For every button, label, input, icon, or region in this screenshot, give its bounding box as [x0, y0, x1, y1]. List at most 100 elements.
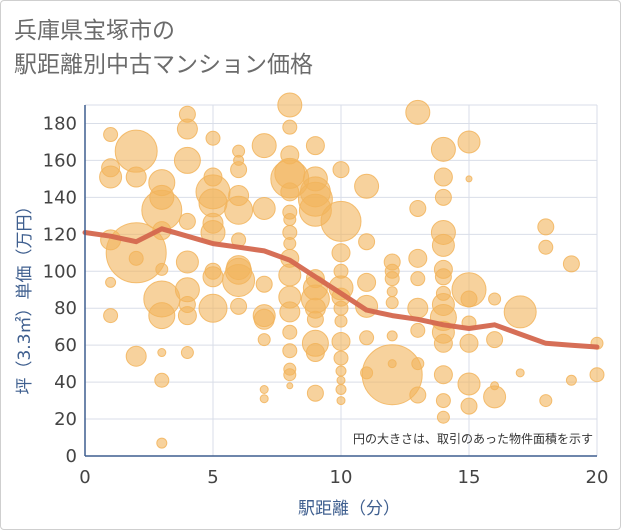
data-bubble — [336, 396, 346, 406]
data-bubble — [410, 271, 426, 287]
data-bubble — [149, 184, 175, 210]
data-bubble — [333, 300, 349, 316]
data-bubble — [433, 333, 453, 353]
data-bubble — [233, 154, 245, 166]
trend-line — [82, 226, 600, 350]
data-bubble — [155, 262, 169, 276]
y-tick-label: 40 — [54, 372, 77, 393]
data-bubble — [280, 145, 300, 165]
data-bubble — [259, 394, 269, 404]
x-tick-label: 0 — [79, 467, 90, 488]
data-bubble — [589, 367, 605, 383]
data-bubble — [331, 331, 351, 351]
y-axis-label: 坪（3.3㎡）単価（万円） — [15, 197, 35, 394]
data-bubble — [302, 166, 328, 192]
data-bubble — [459, 333, 479, 353]
data-bubble — [257, 333, 271, 347]
data-bubble — [283, 237, 297, 251]
data-bubble — [433, 365, 453, 385]
data-bubble — [490, 381, 500, 391]
data-bubble — [457, 372, 481, 396]
data-bubble — [332, 161, 350, 179]
data-bubble — [488, 292, 502, 306]
data-bubble — [198, 293, 228, 323]
data-bubble — [565, 374, 577, 386]
y-tick-label: 80 — [54, 298, 77, 319]
data-bubble — [286, 382, 294, 390]
data-bubble — [283, 213, 297, 227]
trend-line-layer — [82, 226, 600, 350]
data-bubble — [435, 393, 451, 409]
data-bubble — [335, 365, 347, 377]
data-bubble — [306, 310, 324, 328]
data-bubble — [255, 275, 273, 293]
data-bubble — [105, 276, 117, 288]
data-bubble — [305, 136, 325, 156]
data-bubble — [148, 302, 176, 330]
data-bubble — [386, 330, 398, 342]
x-tick-label: 15 — [458, 467, 481, 488]
data-bubble — [431, 233, 455, 257]
data-bubble — [335, 383, 347, 395]
data-bubble — [230, 297, 248, 315]
data-bubble — [409, 199, 427, 217]
x-tick-label: 20 — [586, 467, 609, 488]
data-bubble — [562, 255, 580, 273]
data-bubble — [457, 130, 481, 154]
data-bubble — [515, 368, 525, 378]
data-bubble — [409, 386, 427, 404]
axes — [84, 105, 597, 457]
data-bubble — [156, 437, 168, 449]
data-bubble — [101, 158, 121, 178]
data-bubble — [305, 343, 325, 363]
data-bubble — [283, 368, 297, 382]
y-tick-label: 100 — [43, 261, 77, 282]
data-bubble — [434, 188, 452, 206]
y-tick-label: 180 — [43, 113, 77, 134]
y-tick-label: 60 — [54, 335, 77, 356]
chart-title-line-2: 駅距離別中古マンション価格 — [14, 52, 313, 78]
data-bubble — [252, 196, 276, 220]
data-bubble — [157, 348, 167, 358]
data-bubble — [228, 185, 250, 207]
data-bubble — [279, 301, 301, 323]
data-bubble — [384, 271, 400, 287]
data-bubble — [460, 290, 478, 308]
data-bubble — [410, 322, 426, 338]
data-bubble — [178, 296, 196, 314]
data-bubble — [539, 394, 553, 408]
data-bubble — [226, 255, 252, 281]
data-bubble — [460, 397, 478, 415]
x-tick-labels: 0 5 10 15 20 — [79, 467, 608, 488]
x-tick-label: 5 — [207, 467, 218, 488]
data-bubble — [173, 146, 201, 174]
data-bubble — [198, 188, 228, 218]
data-bubble — [405, 99, 431, 125]
data-bubble — [435, 285, 451, 301]
bubble-size-note: 円の大きさは、取引のあった物件面積を示す — [353, 431, 593, 446]
chart-title: 兵庫県宝塚市の 駅距離別中古マンション価格 — [14, 14, 313, 82]
data-bubble — [408, 248, 428, 268]
data-bubble — [114, 129, 158, 173]
data-bubble — [436, 410, 450, 424]
data-bubble — [103, 127, 119, 143]
data-bubble — [204, 262, 222, 280]
data-bubble — [202, 212, 224, 234]
data-bubble — [537, 218, 555, 236]
data-bubble — [385, 296, 399, 310]
y-tick-label: 0 — [66, 446, 77, 467]
data-bubble — [411, 357, 425, 371]
x-axis-label: 駅距離（分） — [298, 499, 400, 519]
data-bubble — [386, 286, 398, 298]
x-tick-label: 10 — [330, 467, 353, 488]
bubble-layer — [99, 92, 605, 449]
data-bubble — [277, 92, 303, 118]
data-bubble — [282, 119, 298, 135]
data-bubble — [154, 372, 170, 388]
data-bubble — [360, 366, 374, 380]
data-bubble — [336, 375, 346, 385]
data-bubble — [357, 272, 377, 292]
y-tick-label: 140 — [43, 187, 77, 208]
